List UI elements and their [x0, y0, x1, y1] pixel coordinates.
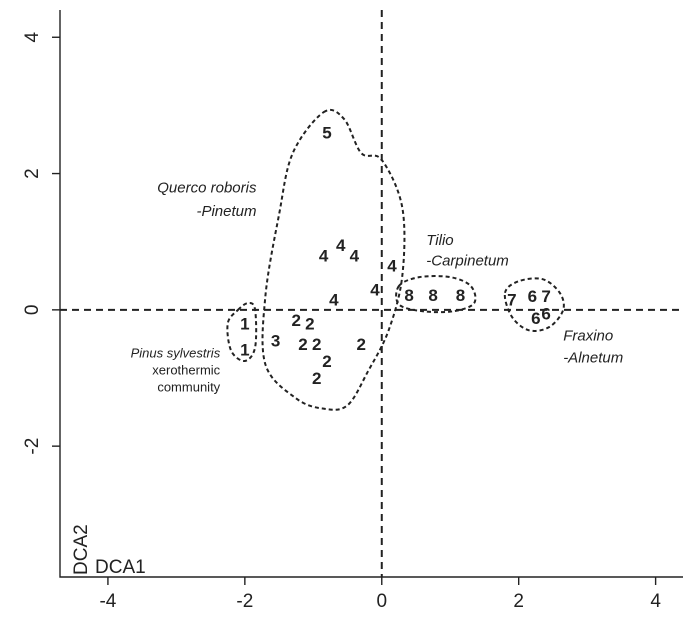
data-point-label: 2: [298, 335, 307, 354]
data-point-label: 7: [541, 287, 550, 306]
data-point-label: 6: [528, 287, 537, 306]
group-annotation: Fraxino: [563, 328, 613, 345]
data-point-label: 2: [305, 314, 314, 333]
x-tick-label: -2: [236, 591, 253, 612]
data-point-label: 8: [428, 286, 437, 305]
data-point-label: 4: [370, 280, 380, 299]
data-point-label: 2: [312, 369, 321, 388]
x-tick-label: 2: [513, 591, 524, 612]
data-point-label: 6: [531, 309, 540, 328]
x-tick-label: 4: [650, 591, 661, 612]
data-point-label: 8: [404, 286, 413, 305]
data-point-label: 4: [336, 236, 346, 255]
x-tick-label: -4: [99, 591, 116, 612]
group-annotation: Querco roboris: [157, 180, 257, 197]
group-annotation: xerothermic: [152, 363, 220, 378]
data-point-label: 1: [240, 314, 249, 333]
group-hull: [503, 277, 565, 332]
x-tick-label: 0: [376, 591, 387, 612]
group-annotation: -Carpinetum: [426, 253, 509, 270]
data-point-label: 4: [329, 291, 339, 310]
group-annotation: Tilio: [426, 232, 453, 249]
group-hulls: [226, 108, 565, 411]
data-point-label: 6: [541, 304, 550, 323]
reference-lines: [60, 10, 683, 577]
data-point-label: 4: [350, 246, 360, 265]
y-tick-label: -2: [22, 438, 43, 455]
data-point-label: 7: [507, 291, 516, 310]
group-hull: [226, 302, 258, 362]
data-point-label: 2: [356, 335, 365, 354]
data-point-label: 2: [291, 311, 300, 330]
data-point-label: 1: [240, 340, 249, 359]
data-point-label: 2: [312, 335, 321, 354]
x-axis-title: DCA1: [95, 557, 146, 578]
y-axis-title: DCA2: [71, 524, 92, 575]
data-point-label: 3: [271, 332, 280, 351]
y-tick-label: 2: [22, 168, 43, 179]
group-annotation: -Pinetum: [196, 203, 256, 220]
group-hull: [395, 275, 477, 314]
plot-frame: [59, 10, 683, 578]
data-point-label: 4: [319, 246, 329, 265]
group-labels: Querco roboris -Pinetum Tilio -Carpinetum Fr…: [131, 180, 624, 395]
data-point-label: 8: [456, 286, 465, 305]
group-hull: [261, 108, 406, 411]
group-annotation: Pinus sylvestris: [131, 346, 221, 361]
group-annotation: community: [157, 380, 220, 395]
y-tick-label: 0: [22, 305, 43, 316]
y-tick-label: 4: [22, 32, 43, 43]
group-annotation: -Alnetum: [563, 349, 623, 366]
data-point-label: 2: [322, 352, 331, 371]
data-point-label: 4: [387, 257, 397, 276]
data-point-label: 5: [322, 124, 331, 143]
